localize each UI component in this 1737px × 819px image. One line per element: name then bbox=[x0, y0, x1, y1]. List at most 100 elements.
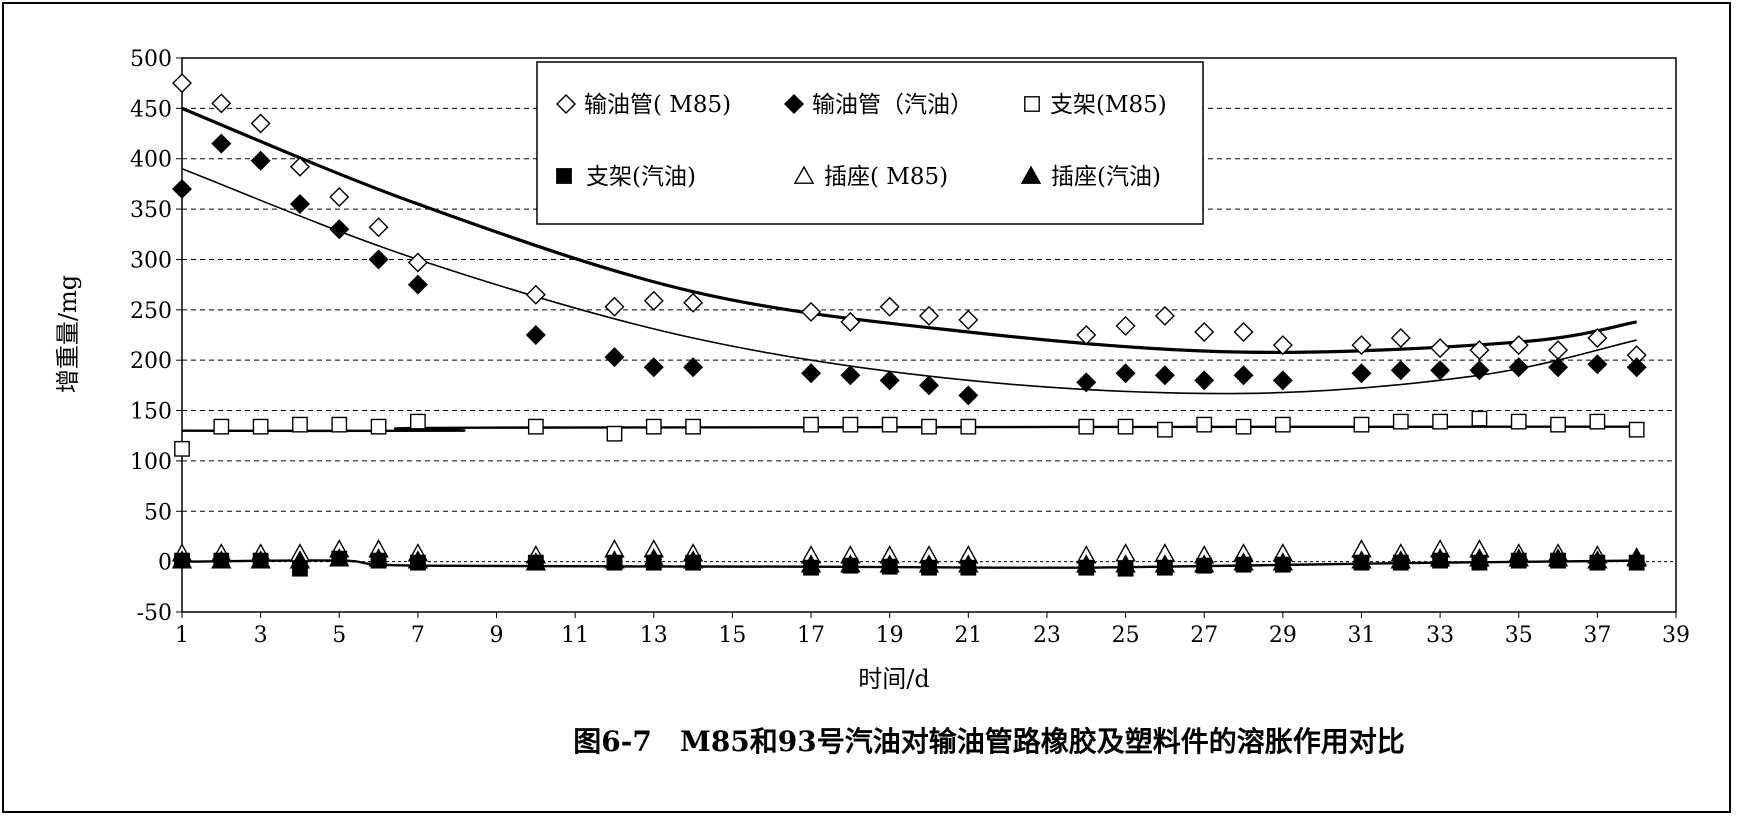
data-point bbox=[879, 554, 900, 573]
data-point bbox=[172, 73, 192, 94]
data-point bbox=[1550, 416, 1566, 433]
data-point bbox=[1194, 321, 1215, 342]
data-point bbox=[1078, 418, 1095, 435]
data-point bbox=[172, 178, 192, 199]
x-tick-label: 13 bbox=[640, 623, 668, 648]
x-tick-label: 39 bbox=[1662, 623, 1690, 648]
data-point bbox=[1469, 340, 1490, 361]
data-point bbox=[1430, 338, 1451, 359]
y-tick-label: 300 bbox=[130, 248, 172, 273]
x-tick-label: 3 bbox=[254, 623, 268, 648]
y-tick-label: -50 bbox=[137, 601, 172, 626]
data-point bbox=[919, 305, 939, 326]
legend-marker bbox=[784, 94, 804, 114]
data-point bbox=[370, 418, 387, 435]
data-point bbox=[683, 292, 704, 313]
data-point bbox=[958, 385, 979, 406]
data-points bbox=[171, 73, 1647, 577]
data-point bbox=[289, 194, 310, 215]
data-point bbox=[1390, 328, 1411, 349]
data-point bbox=[801, 301, 822, 322]
data-point bbox=[1196, 416, 1213, 433]
data-point bbox=[1390, 550, 1411, 569]
data-point bbox=[211, 93, 232, 114]
data-point bbox=[1117, 418, 1134, 435]
x-tick-label: 9 bbox=[490, 623, 504, 648]
legend-marker bbox=[793, 165, 815, 184]
data-point bbox=[921, 418, 937, 435]
trendlines bbox=[181, 106, 1637, 570]
trendline bbox=[181, 425, 1637, 433]
data-point bbox=[1587, 328, 1608, 349]
data-point bbox=[1351, 335, 1372, 356]
y-tick-label: 400 bbox=[130, 148, 172, 173]
y-tick-label: 250 bbox=[130, 299, 172, 324]
data-point bbox=[1587, 354, 1608, 375]
x-tick-label: 11 bbox=[561, 623, 589, 648]
legend-marker bbox=[556, 94, 576, 114]
data-point bbox=[252, 418, 269, 435]
plot-area bbox=[181, 57, 1677, 613]
data-point bbox=[174, 440, 190, 457]
data-point bbox=[171, 550, 193, 569]
data-point bbox=[1626, 357, 1647, 378]
data-point bbox=[409, 413, 426, 430]
data-point bbox=[368, 249, 389, 270]
data-point bbox=[331, 416, 348, 433]
x-tick-label: 21 bbox=[954, 623, 982, 648]
x-tick-label: 15 bbox=[718, 623, 746, 648]
data-point bbox=[643, 548, 664, 567]
data-point bbox=[1548, 340, 1569, 361]
x-tick-label: 5 bbox=[332, 623, 346, 648]
data-point bbox=[1432, 413, 1449, 430]
data-point bbox=[211, 550, 232, 569]
data-point bbox=[1547, 548, 1569, 567]
data-point bbox=[292, 416, 308, 433]
x-tick-label: 25 bbox=[1112, 623, 1140, 648]
data-point bbox=[1076, 372, 1097, 393]
data-point bbox=[604, 550, 625, 569]
data-point bbox=[527, 418, 544, 435]
data-point bbox=[1351, 363, 1372, 384]
legend-label: 输油管( M85) bbox=[584, 92, 731, 118]
trendline bbox=[181, 106, 1637, 354]
data-point bbox=[1076, 554, 1097, 573]
data-point bbox=[840, 365, 861, 386]
y-tick-label: 450 bbox=[130, 97, 172, 122]
x-tick-label: 1 bbox=[175, 623, 189, 648]
x-tick-label: 31 bbox=[1347, 623, 1375, 648]
legend-label: 插座(汽油) bbox=[1051, 164, 1161, 190]
data-point bbox=[643, 357, 664, 378]
y-tick-label: 50 bbox=[144, 500, 172, 525]
data-point bbox=[1587, 550, 1608, 569]
data-point bbox=[1115, 315, 1136, 336]
data-point bbox=[1469, 548, 1490, 567]
data-point bbox=[250, 150, 271, 171]
data-point bbox=[958, 309, 979, 330]
x-tick-label: 29 bbox=[1269, 623, 1297, 648]
data-point bbox=[800, 554, 822, 573]
data-point bbox=[919, 375, 939, 396]
chart-svg: 1 3 5 7 9 11 13 15 17 19 21 23 25 27 29 31 33 35 37 39 -500… bbox=[54, 47, 1690, 758]
data-point bbox=[685, 418, 702, 435]
data-point bbox=[1351, 550, 1372, 569]
data-point bbox=[329, 548, 350, 567]
legend-marker bbox=[1024, 96, 1040, 112]
data-point bbox=[329, 219, 350, 240]
data-point bbox=[368, 217, 389, 238]
data-point bbox=[1156, 421, 1173, 438]
data-point bbox=[407, 550, 429, 569]
x-tick-label: 37 bbox=[1583, 623, 1611, 648]
y-tick-label: 200 bbox=[130, 349, 172, 374]
y-tick-label: 100 bbox=[130, 450, 172, 475]
data-point bbox=[643, 290, 664, 311]
data-point bbox=[918, 554, 940, 573]
data-point bbox=[1626, 548, 1647, 567]
x-tick-label: 27 bbox=[1190, 623, 1218, 648]
data-point bbox=[1115, 554, 1136, 573]
data-point bbox=[645, 418, 662, 435]
y-axis-label: 增重量/mg bbox=[54, 275, 82, 393]
data-point bbox=[407, 274, 428, 295]
x-tick-label: 17 bbox=[797, 623, 825, 648]
